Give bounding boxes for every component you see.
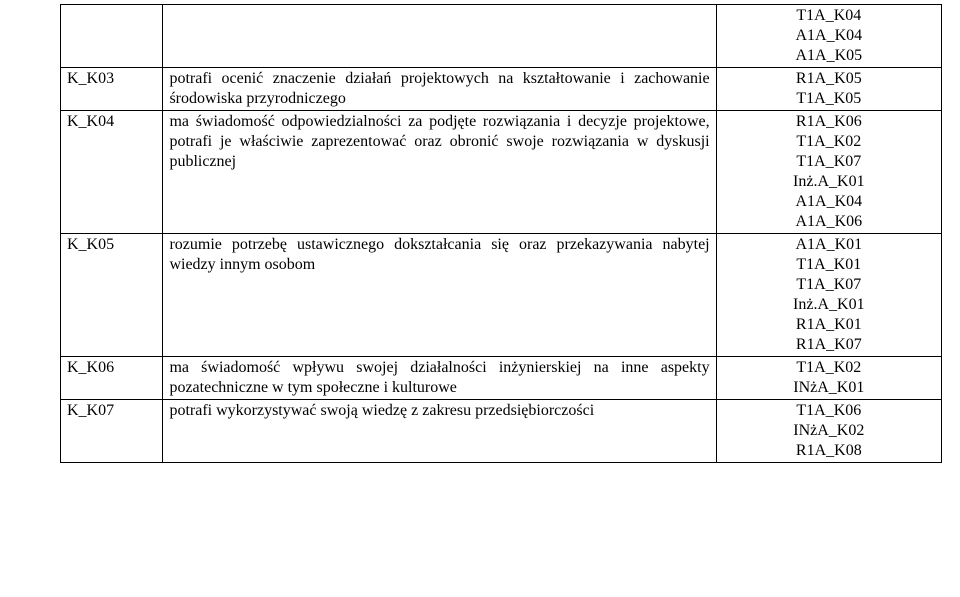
ref-code: T1A_K02	[723, 358, 935, 378]
ref-cell: T1A_K06 INżA_K02 R1A_K08	[716, 400, 941, 463]
ref-code: R1A_K08	[723, 441, 935, 461]
ref-code: T1A_K02	[723, 132, 935, 152]
code-cell: K_K03	[61, 68, 163, 111]
desc-cell	[163, 5, 716, 68]
code-cell: K_K06	[61, 357, 163, 400]
ref-cell: R1A_K05 T1A_K05	[716, 68, 941, 111]
page: T1A_K04 A1A_K04 A1A_K05 K_K03 potrafi oc…	[0, 0, 960, 597]
ref-cell: A1A_K01 T1A_K01 T1A_K07 Inż.A_K01 R1A_K0…	[716, 234, 941, 357]
desc-cell: potrafi ocenić znaczenie działań projekt…	[163, 68, 716, 111]
desc-cell: rozumie potrzebę ustawicznego dokształca…	[163, 234, 716, 357]
ref-code: T1A_K04	[723, 6, 935, 26]
ref-code: A1A_K06	[723, 212, 935, 232]
ref-code: T1A_K01	[723, 255, 935, 275]
code-cell: K_K04	[61, 111, 163, 234]
desc-cell: ma świadomość odpowiedzialności za podję…	[163, 111, 716, 234]
ref-code: A1A_K04	[723, 192, 935, 212]
ref-code: Inż.A_K01	[723, 172, 935, 192]
table-row: K_K05 rozumie potrzebę ustawicznego doks…	[61, 234, 942, 357]
desc-cell: ma świadomość wpływu swojej działalności…	[163, 357, 716, 400]
ref-code: T1A_K06	[723, 401, 935, 421]
desc-cell: potrafi wykorzystywać swoją wiedzę z zak…	[163, 400, 716, 463]
ref-code: T1A_K07	[723, 152, 935, 172]
ref-code: R1A_K01	[723, 315, 935, 335]
ref-cell: T1A_K02 INżA_K01	[716, 357, 941, 400]
ref-code: A1A_K05	[723, 46, 935, 66]
code-cell	[61, 5, 163, 68]
ref-code: A1A_K04	[723, 26, 935, 46]
ref-code: INżA_K01	[723, 378, 935, 398]
ref-code: R1A_K05	[723, 69, 935, 89]
ref-code: Inż.A_K01	[723, 295, 935, 315]
table-row: K_K06 ma świadomość wpływu swojej działa…	[61, 357, 942, 400]
table-row: K_K04 ma świadomość odpowiedzialności za…	[61, 111, 942, 234]
table-body: T1A_K04 A1A_K04 A1A_K05 K_K03 potrafi oc…	[61, 5, 942, 463]
ref-code: INżA_K02	[723, 421, 935, 441]
code-cell: K_K05	[61, 234, 163, 357]
table-row: T1A_K04 A1A_K04 A1A_K05	[61, 5, 942, 68]
ref-code: R1A_K06	[723, 112, 935, 132]
code-cell: K_K07	[61, 400, 163, 463]
ref-code: T1A_K05	[723, 89, 935, 109]
ref-cell: R1A_K06 T1A_K02 T1A_K07 Inż.A_K01 A1A_K0…	[716, 111, 941, 234]
ref-code: R1A_K07	[723, 335, 935, 355]
ref-cell: T1A_K04 A1A_K04 A1A_K05	[716, 5, 941, 68]
ref-code: A1A_K01	[723, 235, 935, 255]
table-row: K_K03 potrafi ocenić znaczenie działań p…	[61, 68, 942, 111]
ref-code: T1A_K07	[723, 275, 935, 295]
outcomes-table: T1A_K04 A1A_K04 A1A_K05 K_K03 potrafi oc…	[60, 4, 942, 463]
table-row: K_K07 potrafi wykorzystywać swoją wiedzę…	[61, 400, 942, 463]
